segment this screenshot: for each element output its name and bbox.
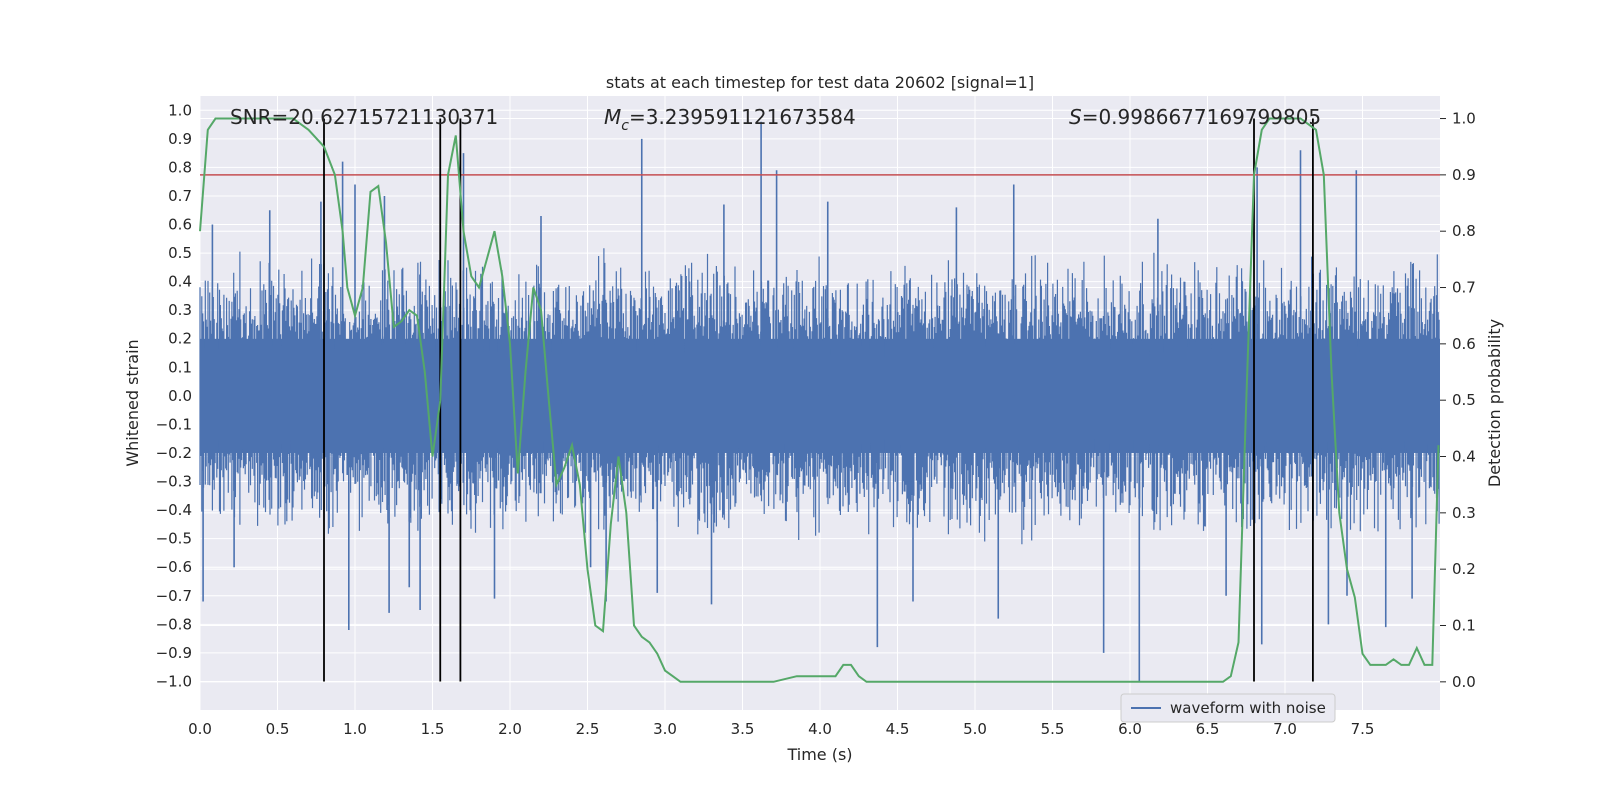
y-tick-label: −0.9 [156,644,192,662]
y-tick-label: 0.6 [168,216,192,234]
y2-tick-label: 0.2 [1452,560,1476,578]
y-tick-label: −0.5 [156,530,192,548]
score-symbol: S [1069,105,1082,129]
x-tick-label: 6.5 [1196,720,1220,738]
detection-probability-line [199,117,1440,683]
y-tick-label: −0.6 [156,558,192,576]
x-tick-label: 7.5 [1351,720,1375,738]
x-tick-label: 4.0 [808,720,832,738]
y-tick-label: 0.4 [168,273,192,291]
x-axis-label: Time (s) [786,745,852,764]
y-tick-label: −1.0 [156,672,192,690]
x-tick-label: 7.0 [1273,720,1297,738]
chart-title: stats at each timestep for test data 206… [606,73,1034,92]
y-tick-label: −0.1 [156,415,192,433]
y-tick-label: 0.9 [168,130,192,148]
y2-tick-label: 0.0 [1452,673,1476,691]
x-tick-label: 2.5 [576,720,600,738]
y-tick-label: −0.8 [156,615,192,633]
y-tick-label: 0.8 [168,158,192,176]
y2-tick-label: 0.9 [1452,166,1476,184]
y-tick-label: 1.0 [168,101,192,119]
y2-tick-label: 0.4 [1452,448,1476,466]
y2-tick-label: 0.6 [1452,335,1476,353]
chirp-mass-symbol: M [604,105,621,129]
x-tick-label: 4.5 [886,720,910,738]
x-ticks: 0.0 0.5 1.0 1.5 2.0 2.5 3.0 3.5 4.0 4.5 5.0 5.5 6.0 6… [188,720,1374,738]
y-tick-label: 0.1 [168,358,192,376]
y-axis-label: Whitened strain [123,339,142,466]
legend-label: waveform with noise [1170,699,1326,717]
y2-tick-label: 0.7 [1452,279,1476,297]
y2-ticks: 1.0 0.9 0.8 0.7 0.6 0.5 0.4 0.3 0.2 0.1 0.0 [1440,110,1476,691]
y2-tick-label: 0.5 [1452,391,1476,409]
y-tick-label: 0.0 [168,387,192,405]
x-tick-label: 0.5 [266,720,290,738]
x-tick-label: 3.0 [653,720,677,738]
y-tick-label: 0.3 [168,301,192,319]
y-tick-label: −0.4 [156,501,192,519]
chirp-mass-annotation: Mc=3.239591121673584 [604,105,856,134]
x-tick-label: 0.0 [188,720,212,738]
x-tick-label: 1.5 [421,720,445,738]
score-value: =0.9986677169799805 [1082,105,1321,129]
waveform-series [199,121,1440,682]
legend: waveform with noise [1120,693,1336,723]
score-annotation: S=0.9986677169799805 [1069,105,1321,129]
y-tick-label: −0.3 [156,473,192,491]
x-tick-label: 6.0 [1118,720,1142,738]
y2-tick-label: 0.3 [1452,504,1476,522]
legend-box [1120,693,1336,723]
chirp-mass-subscript: c [621,118,629,134]
y2-tick-label: 1.0 [1452,110,1476,128]
y2-tick-label: 0.1 [1452,617,1476,635]
snr-annotation: SNR=20.62715721130371 [230,105,498,129]
chirp-mass-value: =3.239591121673584 [629,105,856,129]
y-ticks: 1.0 0.9 0.8 0.7 0.6 0.5 0.4 0.3 0.2 0.1 0.0 −0.1 −0.… [156,101,192,690]
waveform-noise [199,248,1440,545]
x-tick-label: 1.0 [343,720,367,738]
y-tick-label: 0.5 [168,244,192,262]
x-tick-label: 5.0 [963,720,987,738]
y-tick-label: 0.2 [168,330,192,348]
y-tick-label: −0.2 [156,444,192,462]
y-tick-label: −0.7 [156,587,192,605]
y-tick-label: 0.7 [168,187,192,205]
x-tick-label: 3.5 [731,720,755,738]
y2-tick-label: 0.8 [1452,222,1476,240]
y2-axis-label: Detection probability [1485,319,1504,487]
x-tick-label: 5.5 [1041,720,1065,738]
x-tick-label: 2.0 [498,720,522,738]
